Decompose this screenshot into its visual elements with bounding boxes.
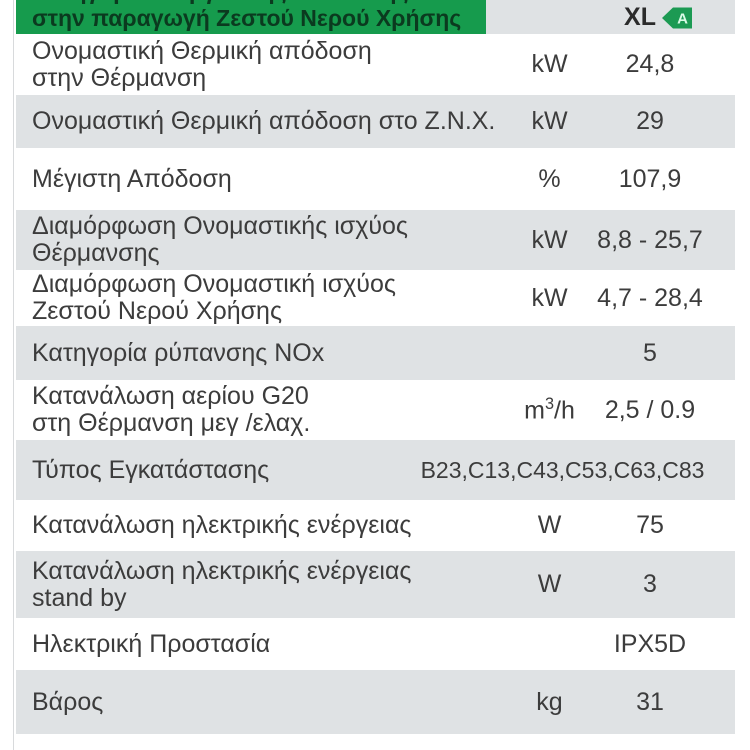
svg-text:A: A <box>677 10 688 27</box>
